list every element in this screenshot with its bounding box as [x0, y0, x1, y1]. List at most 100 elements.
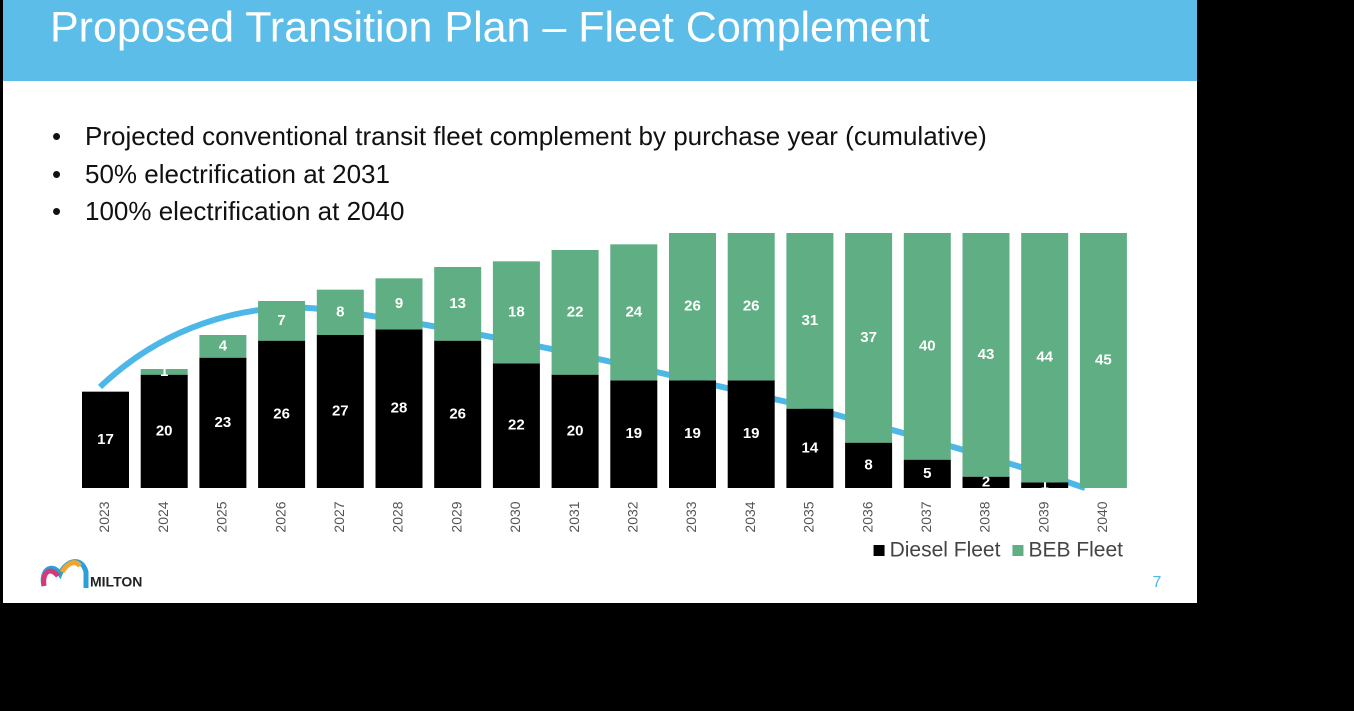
bar-segment	[199, 357, 247, 488]
logo-mark	[41, 568, 60, 587]
data-label: 27	[332, 402, 349, 419]
bar-segment	[903, 459, 951, 488]
bar-segment	[610, 380, 658, 488]
x-tick-label: 2023	[96, 501, 112, 532]
bar-segment	[845, 442, 893, 488]
data-label: 28	[391, 400, 408, 417]
bar-segment	[492, 261, 540, 364]
bar-segment	[434, 340, 482, 488]
bar-segment	[962, 233, 1010, 477]
bar-segment	[82, 391, 129, 488]
data-label: 2	[982, 473, 990, 490]
legend-swatch	[873, 545, 885, 556]
data-label: 1	[160, 363, 168, 380]
x-tick-label: 2028	[390, 501, 406, 532]
data-label: 43	[978, 346, 995, 363]
x-tick-label: 2039	[1035, 501, 1051, 532]
data-label: 24	[625, 303, 642, 320]
bar-segment	[199, 335, 247, 358]
page-number: 7	[1153, 574, 1162, 591]
data-label: 4	[219, 337, 228, 354]
data-label: 20	[156, 422, 173, 439]
x-tick-label: 2031	[566, 501, 582, 532]
x-tick-label: 2037	[918, 501, 934, 532]
data-label: 13	[449, 295, 466, 312]
bar-segment	[727, 233, 775, 381]
bar-segment	[434, 267, 482, 341]
bar-group: 1720232012024234202526720262782027289202…	[82, 233, 1127, 533]
data-label: 26	[273, 405, 290, 422]
x-tick-label: 2024	[155, 501, 171, 532]
data-label: 14	[802, 439, 819, 456]
bar-segment	[375, 329, 423, 488]
legend-swatch	[1012, 545, 1024, 556]
x-tick-label: 2036	[859, 501, 875, 532]
x-tick-label: 2025	[214, 501, 230, 532]
logo-text: MILTON	[90, 574, 142, 590]
data-label: 26	[743, 298, 760, 315]
bar-segment	[903, 233, 951, 460]
logo-mark	[59, 560, 83, 574]
bullet: Projected conventional transit fleet com…	[85, 121, 987, 151]
data-label: 22	[508, 417, 525, 434]
data-label: 8	[336, 303, 344, 320]
data-label: 19	[684, 425, 701, 442]
bar-segment	[669, 233, 716, 381]
data-label: 40	[919, 337, 936, 354]
bar-segment	[258, 340, 306, 488]
data-label: 22	[567, 303, 584, 320]
data-label: 37	[860, 329, 877, 346]
data-label: 44	[1036, 349, 1053, 366]
bar-segment	[1079, 233, 1127, 488]
bar-segment	[727, 380, 775, 488]
x-tick-label: 2027	[331, 501, 347, 532]
slide-title: Proposed Transition Plan – Fleet Complem…	[50, 3, 930, 51]
legend-label: BEB Fleet	[1028, 539, 1123, 562]
data-label: 26	[449, 405, 466, 422]
data-label: 18	[508, 303, 525, 320]
bar-segment	[786, 408, 834, 488]
data-label: 1	[1041, 476, 1049, 493]
bar-segment	[786, 233, 834, 409]
bar-segment	[375, 278, 423, 330]
data-label: 26	[684, 298, 701, 315]
bar-segment	[316, 335, 364, 488]
bar-segment	[551, 250, 599, 375]
data-label: 20	[567, 422, 584, 439]
x-tick-label: 2034	[742, 501, 758, 532]
bar-segment	[140, 374, 188, 488]
bar-segment	[1021, 233, 1069, 483]
data-label: 45	[1095, 351, 1112, 368]
bar-segment	[845, 233, 893, 443]
x-tick-label: 2026	[272, 501, 288, 532]
x-tick-label: 2038	[977, 501, 993, 532]
bullet: 100% electrification at 2040	[85, 196, 404, 226]
data-label: 19	[625, 425, 642, 442]
bar-segment	[492, 363, 540, 488]
data-label: 19	[743, 425, 760, 442]
bar-segment	[140, 369, 188, 375]
data-label: 23	[215, 414, 232, 431]
bar-segment	[610, 244, 658, 381]
x-tick-label: 2040	[1094, 501, 1110, 532]
bullet-dot: •	[52, 196, 61, 226]
data-label: 5	[923, 465, 931, 482]
bar-segment	[316, 289, 364, 335]
x-tick-label: 2035	[801, 501, 817, 532]
bullet: 50% electrification at 2031	[85, 159, 390, 189]
x-tick-label: 2029	[448, 501, 464, 532]
x-tick-label: 2032	[625, 501, 641, 532]
bar-segment	[669, 380, 716, 488]
data-label: 31	[802, 312, 819, 329]
header-band	[3, 0, 1197, 81]
bullet-dot: •	[52, 159, 61, 189]
logo: MILTON	[40, 559, 142, 590]
data-label: 9	[395, 295, 403, 312]
bullet-list: • Projected conventional transit fleet c…	[52, 121, 987, 226]
bar-segment	[962, 476, 1010, 488]
bullet-dot: •	[52, 121, 61, 151]
x-tick-label: 2030	[507, 501, 523, 532]
x-tick-label: 2033	[683, 501, 699, 532]
